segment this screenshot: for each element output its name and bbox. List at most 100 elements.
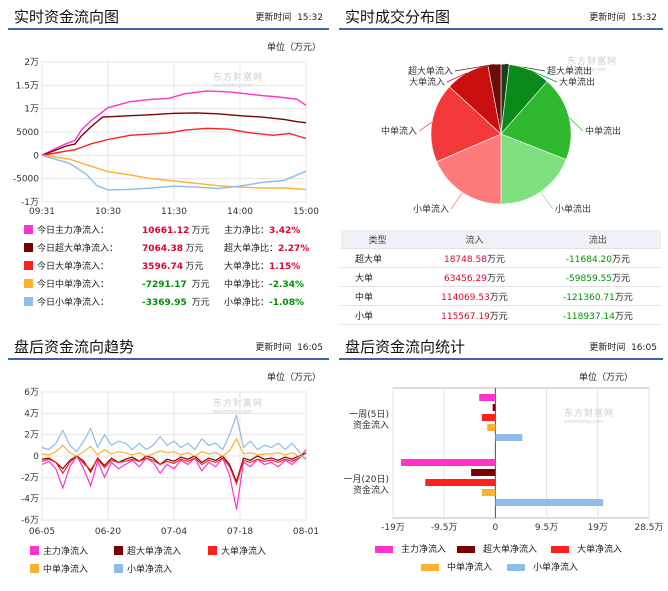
legend-label: 中单净流入 (43, 565, 89, 575)
pie-slice-小单流出 (500, 133, 567, 205)
category-label: 资金流入 (353, 419, 389, 431)
legend-value-unit: 万元 (191, 226, 210, 236)
legend-item: 超大单净流入 (457, 542, 537, 558)
y-tick-label: -2万 (21, 473, 39, 483)
y-tick-label: 0 (33, 151, 39, 161)
watermark: 东方财富网 eastmoney.com (213, 399, 264, 415)
after-stats-chart: -19万 -9.5万 0 9.5万 19万 28.5万一周(5日)资金流入一月(20日)资… (344, 387, 663, 533)
bar-大单净流入 (481, 414, 496, 421)
legend-item: 中单净流入 (30, 562, 88, 578)
update-time: 更新时间 15:32 (589, 13, 657, 23)
legend-value: 3596.74 (142, 262, 183, 272)
panel-title: 盘后资金流向趋势 (14, 338, 135, 356)
row-inflow: 18748.58万元 (414, 248, 535, 268)
y-tick-label: 2万 (24, 58, 39, 68)
bar-主力净流入 (401, 459, 496, 466)
legend-swatch (30, 564, 39, 573)
bar-主力净流入 (479, 394, 496, 401)
legend-row: 今日中单净流入： -7291.17 万元 (24, 277, 210, 293)
series-line-中单 (41, 154, 307, 191)
unit-label: 单位（万元） (266, 43, 321, 53)
legend-label: 小单净流入 (127, 565, 173, 575)
x-tick-label: 19万 (588, 523, 608, 533)
pie-leader-line (418, 122, 433, 132)
pie-label: 中单流入 (381, 125, 417, 137)
legend-swatch (30, 546, 39, 555)
legend-item: 小单净流入 (507, 560, 578, 576)
bar-中单净流入 (487, 424, 496, 431)
series-line-中单净流入 (41, 437, 307, 459)
legend-item: 主力净流入 (30, 544, 88, 560)
legend-item: 小单净流入 (114, 562, 172, 578)
table-row: 中单 114069.53万元 -121360.71万元 (341, 286, 661, 306)
legend-label: 主力净流入 (401, 545, 447, 555)
row-inflow: 63456.29万元 (414, 267, 535, 287)
pie-leader-line (540, 191, 554, 210)
pie-leader-line (454, 63, 495, 72)
row-outflow: -118937.14万元 (534, 305, 661, 325)
legend-value-unit: 万元 (185, 262, 204, 272)
bar-小单净流入 (495, 499, 604, 506)
x-tick-label: -19万 (381, 523, 405, 533)
ratio-value: 1.15% (269, 262, 301, 272)
realtime-flow-panel: 实时资金流向图 更新时间 15:32 单位（万元） 东方财富网 eastmoney… (8, 4, 329, 326)
legend-label: 小单净流入 (533, 563, 579, 573)
x-tick-label: 14:00 (227, 207, 253, 217)
ratio-value: 2.27% (278, 244, 310, 254)
legend-row: 今日超大单净流入： 7064.38 万元 (24, 241, 203, 257)
legend-item: 主力净流入 (375, 542, 446, 558)
bar-超大单净流入 (471, 469, 496, 476)
row-outflow: -121360.71万元 (534, 286, 661, 306)
x-tick-label: 08-01 (293, 527, 319, 537)
ratio-value: -2.34% (269, 280, 304, 290)
legend-item: 大单净流入 (208, 544, 266, 560)
legend-swatch (24, 243, 33, 252)
pie-leader-line (529, 69, 558, 83)
legend-label: 中单净流入 (447, 563, 493, 573)
ratio-value: -1.08% (269, 298, 304, 308)
legend-swatch (24, 261, 33, 270)
series-line-大单 (41, 127, 307, 156)
bar-超大单净流入 (492, 404, 496, 411)
x-tick-label: 11:30 (161, 207, 187, 217)
row-outflow: -59859.55万元 (534, 267, 661, 287)
legend-ratio: 超大单净比：2.27% (224, 241, 309, 257)
pie-label: 大单流入 (409, 76, 445, 88)
legend-label: 今日小单净流入： (37, 298, 110, 308)
series-line-大单净流入 (41, 452, 307, 486)
legend-value-unit: 万元 (191, 298, 210, 308)
legend-swatch (507, 564, 525, 571)
x-tick-label: 28.5万 (634, 523, 663, 533)
pie-leader-line (568, 117, 584, 132)
legend-swatch (24, 225, 33, 234)
legend-ratio: 中单净比：-2.34% (224, 277, 304, 293)
panel-header: 盘后资金流向趋势 更新时间 16:05 (8, 334, 329, 360)
panel-title: 盘后资金流向统计 (345, 338, 466, 356)
row-type: 超大单 (341, 248, 415, 268)
table-row: 超大单 18748.58万元 -11684.20万元 (341, 248, 661, 268)
y-tick-label: -4万 (21, 495, 39, 505)
table-row: 大单 63456.29万元 -59859.55万元 (341, 267, 661, 287)
table-header-cell: 流入 (414, 230, 535, 249)
legend-row: 今日小单净流入： -3369.95 万元 (24, 295, 210, 311)
legend-swatch (551, 546, 569, 553)
legend-label: 大单净流入 (221, 547, 267, 557)
x-tick-label: 07-04 (161, 527, 187, 537)
bar-中单净流入 (481, 489, 496, 496)
legend-value-unit: 万元 (191, 280, 210, 290)
legend-swatch (114, 546, 123, 555)
pie-label: 大单流出 (559, 76, 595, 88)
panel-header: 盘后资金流向统计 更新时间 16:05 (339, 334, 663, 360)
legend-swatch (24, 297, 33, 306)
table-row: 小单 115567.19万元 -118937.14万元 (341, 305, 661, 325)
legend-item: 超大单净流入 (114, 544, 181, 560)
row-inflow: 114069.53万元 (414, 286, 535, 306)
category-label: 一月(20日) (344, 474, 389, 485)
ratio-label: 大单净比： (224, 262, 270, 272)
x-tick-label: 10:30 (95, 207, 121, 217)
ratio-value: 3.42% (269, 226, 301, 236)
after-stats-panel: 盘后资金流向统计 更新时间 16:05 单位（万元） 东方财富网 eastmone… (339, 334, 663, 586)
row-inflow: 115567.19万元 (414, 305, 535, 325)
after-trend-panel: 盘后资金流向趋势 更新时间 16:05 单位（万元） 东方财富网 eastmone… (8, 334, 329, 586)
